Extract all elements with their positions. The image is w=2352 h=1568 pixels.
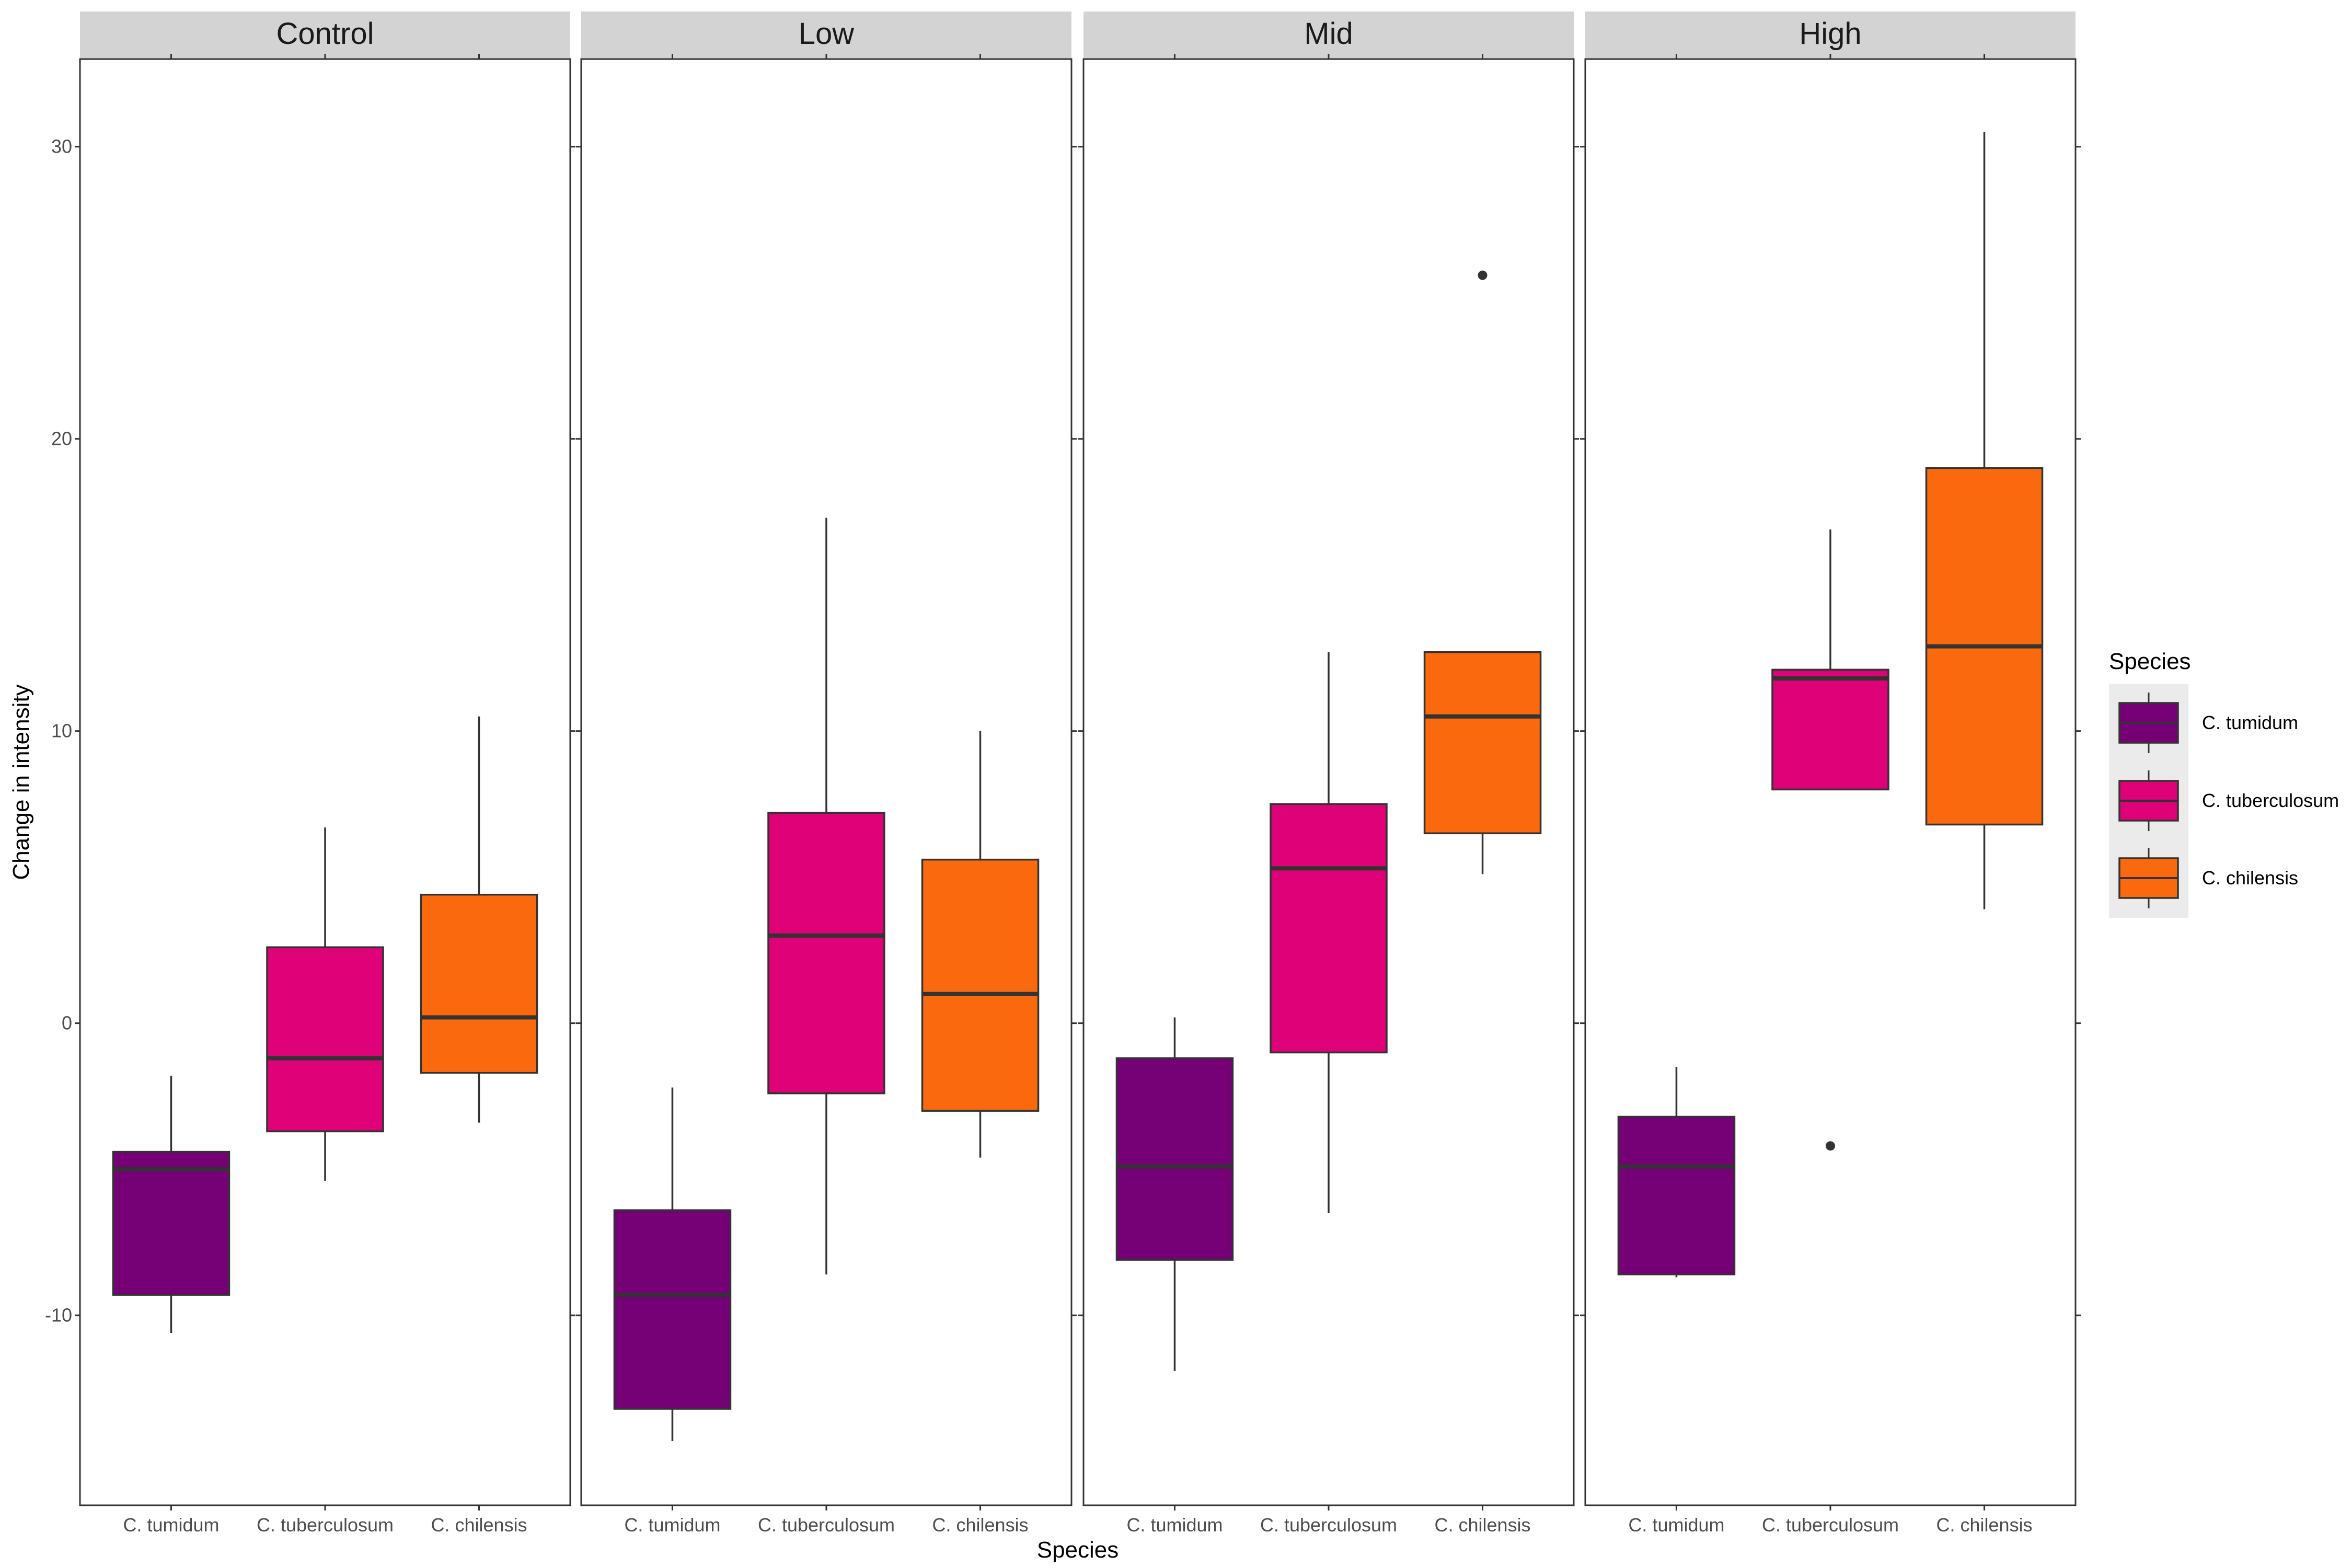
box-c-tuberculosum xyxy=(1771,529,1889,1151)
facet-strip-control xyxy=(80,11,570,59)
facet-panels: Control C. tumidum C. tuberculosum C. chile… xyxy=(75,11,2081,1536)
box-iqr xyxy=(1115,1057,1234,1261)
y-tick-label: 0 xyxy=(62,1012,72,1034)
outlier-point xyxy=(1478,270,1488,280)
box-c-tuberculosum xyxy=(266,827,384,1181)
x-tick-label: C. tuberculosum xyxy=(758,1514,895,1536)
axes: -10 0 10 20 30 Change in intensity Species xyxy=(8,136,1119,1563)
x-tick-label: C. tumidum xyxy=(1126,1514,1223,1536)
legend-entry-c-chilensis: C. chilensis xyxy=(2118,848,2298,908)
legend-label: C. chilensis xyxy=(2202,867,2298,889)
facet-panel-control: Control C. tumidum C. tuberculosum C. chile… xyxy=(75,11,575,1536)
y-tick-label: 10 xyxy=(51,720,72,742)
legend-entry-c-tumidum: C. tumidum xyxy=(2118,693,2298,753)
x-tick-label: C. tumidum xyxy=(624,1514,720,1536)
x-axis-title: Species xyxy=(1037,1537,1119,1563)
facet-strip-label: Mid xyxy=(1304,17,1353,51)
x-tick-label: C. tuberculosum xyxy=(1762,1514,1899,1536)
legend-label: C. tuberculosum xyxy=(2202,790,2339,811)
x-tick-label: C. chilensis xyxy=(1936,1514,2033,1536)
box-iqr xyxy=(266,946,384,1133)
facet-strip-label: Control xyxy=(276,17,374,51)
box-c-tuberculosum xyxy=(767,517,885,1275)
legend-entry-c-tuberculosum: C. tuberculosum xyxy=(2118,770,2339,831)
box-iqr xyxy=(613,1209,732,1410)
facet-strip-mid xyxy=(1083,11,1574,59)
facet-strip-low xyxy=(581,11,1071,59)
legend: Species C. tumidum C. tuberculosum C. chile… xyxy=(2109,649,2339,918)
x-tick-label: C. chilensis xyxy=(932,1514,1029,1536)
box-iqr xyxy=(112,1150,230,1296)
x-tick-label: C. tuberculosum xyxy=(1260,1514,1397,1536)
y-tick-label: 30 xyxy=(51,136,72,157)
facet-strip-label: Low xyxy=(799,17,855,51)
y-tick-label: 20 xyxy=(51,428,72,449)
box-c-chilensis xyxy=(420,716,538,1123)
box-iqr xyxy=(420,893,538,1074)
box-iqr xyxy=(767,812,885,1094)
legend-title: Species xyxy=(2109,649,2191,674)
box-iqr xyxy=(1270,803,1388,1054)
facet-panel-low: Low C. tumidum C. tuberculosum C. chilensis xyxy=(576,11,1077,1536)
box-c-chilensis xyxy=(1423,270,1542,874)
x-tick-label: C. tuberculosum xyxy=(257,1514,394,1536)
facet-panel-mid: Mid C. tumidum C. tuberculosum C. chilensis xyxy=(1078,11,1579,1536)
y-tick-label: -10 xyxy=(45,1305,72,1326)
x-tick-label: C. chilensis xyxy=(1435,1514,1531,1536)
box-iqr xyxy=(1771,668,1889,791)
x-tick-label: C. tumidum xyxy=(123,1514,219,1536)
box-c-tumidum xyxy=(1115,1017,1234,1371)
box-c-tuberculosum xyxy=(1270,652,1388,1214)
x-tick-label: C. chilensis xyxy=(431,1514,527,1536)
box-c-tumidum xyxy=(1617,1067,1736,1277)
box-iqr xyxy=(1423,651,1542,835)
x-tick-label: C. tumidum xyxy=(1628,1514,1724,1536)
facet-panel-high: High C. tumidum C. tuberculosum C. chilensi… xyxy=(1580,11,2081,1536)
legend-label: C. tumidum xyxy=(2202,712,2298,733)
facet-strip-label: High xyxy=(1799,17,1861,51)
box-c-chilensis xyxy=(921,731,1040,1158)
box-iqr xyxy=(1617,1115,1736,1276)
box-c-tumidum xyxy=(613,1087,732,1442)
y-axis-title: Change in intensity xyxy=(8,684,34,880)
box-c-tumidum xyxy=(112,1076,230,1333)
box-iqr xyxy=(921,858,1040,1112)
facet-strip-high xyxy=(1585,11,2076,59)
box-c-chilensis xyxy=(1925,132,2044,909)
outlier-point xyxy=(1826,1141,1835,1151)
